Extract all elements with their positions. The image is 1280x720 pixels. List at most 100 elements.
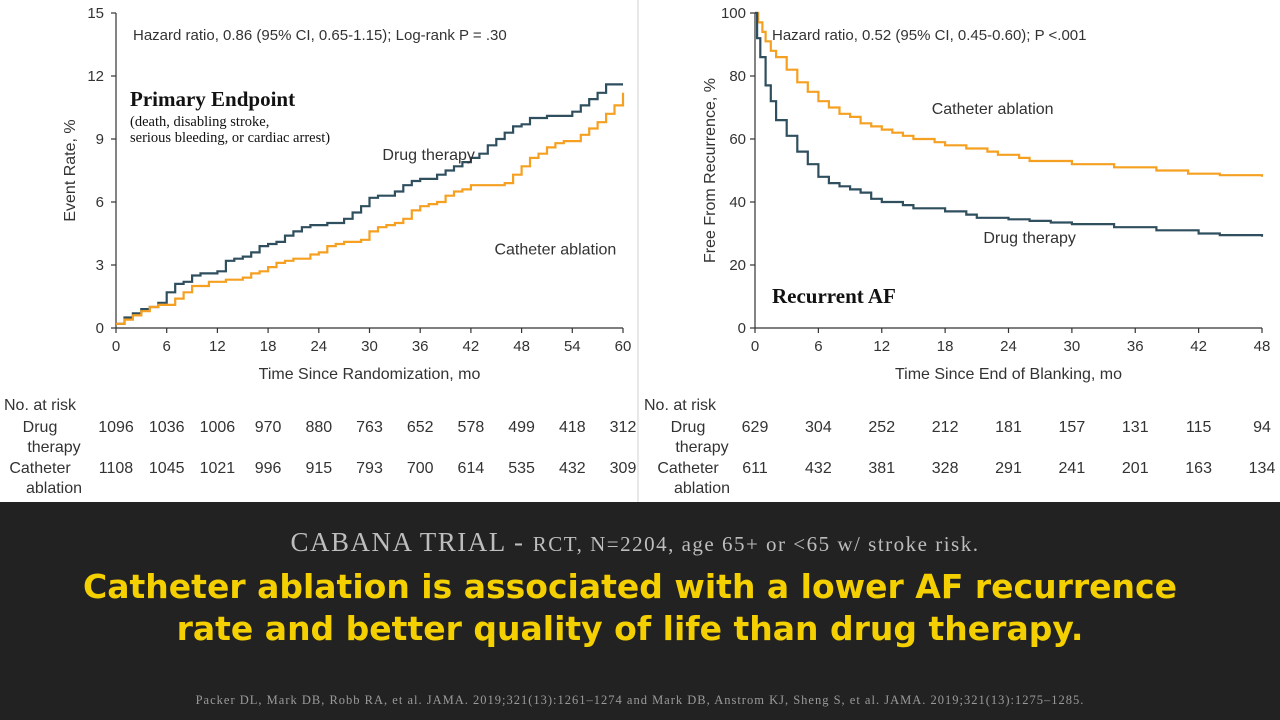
- panel-title: Recurrent AF: [772, 284, 896, 308]
- banner-conclusion-line-2: rate and better quality of life than dru…: [176, 609, 1084, 648]
- x-tick-label: 30: [1064, 338, 1081, 355]
- at-risk-row-label: Catheter: [657, 460, 719, 477]
- at-risk-header: No. at risk: [644, 397, 717, 414]
- at-risk-value: 614: [458, 460, 485, 477]
- at-risk-value: 309: [610, 460, 637, 477]
- y-tick-label: 3: [96, 257, 104, 274]
- at-risk-value: 1021: [200, 460, 236, 477]
- y-tick-label: 80: [729, 68, 746, 85]
- banner-subtitle-rest: RCT, N=2204, age 65+ or <65 w/ stroke ri…: [532, 532, 980, 556]
- x-tick-label: 24: [1000, 338, 1017, 355]
- at-risk-value: 1006: [200, 419, 236, 436]
- at-risk-value: 880: [305, 419, 332, 436]
- chart-area: 0 3 6 9 12 15 0 6 12 18 24 30 36 42 48 54 60 Time Since R…: [4, 0, 1276, 502]
- at-risk-value: 131: [1122, 419, 1149, 436]
- at-risk-value: 700: [407, 460, 434, 477]
- x-tick-label: 36: [1127, 338, 1144, 355]
- at-risk-value: 432: [805, 460, 832, 477]
- x-tick-label: 0: [112, 338, 120, 355]
- at-risk-row-label: therapy: [27, 439, 80, 456]
- at-risk-value: 181: [995, 419, 1022, 436]
- y-tick-label: 100: [721, 5, 746, 22]
- y-tick-label: 0: [738, 320, 746, 337]
- series-line-catheter-ablation: [116, 92, 625, 325]
- at-risk-value: 499: [508, 419, 535, 436]
- at-risk-row-label: Catheter: [9, 460, 71, 477]
- at-risk-value: 1096: [98, 419, 134, 436]
- y-tick-label: 9: [96, 131, 104, 148]
- at-risk-value: 418: [559, 419, 586, 436]
- x-tick-label: 6: [163, 338, 171, 355]
- x-tick-label: 42: [463, 338, 480, 355]
- x-tick-label: 36: [412, 338, 429, 355]
- hazard-ratio-annotation: Hazard ratio, 0.86 (95% CI, 0.65-1.15); …: [133, 27, 507, 44]
- x-axis-label: Time Since Randomization, mo: [259, 366, 481, 383]
- x-tick-label: 60: [615, 338, 632, 355]
- at-risk-value: 94: [1253, 419, 1271, 436]
- at-risk-value: 652: [407, 419, 434, 436]
- series-label: Drug therapy: [983, 230, 1076, 247]
- at-risk-value: 212: [932, 419, 959, 436]
- y-tick-label: 0: [96, 320, 104, 337]
- panel-title: Primary Endpoint: [130, 87, 295, 111]
- summary-banner: [0, 502, 1280, 720]
- x-axis-label: Time Since End of Blanking, mo: [895, 366, 1122, 383]
- at-risk-value: 578: [458, 419, 485, 436]
- series-line-drug-therapy: [116, 83, 623, 325]
- at-risk-value: 1045: [149, 460, 185, 477]
- banner-subtitle: CABANA TRIAL - RCT, N=2204, age 65+ or <…: [0, 527, 1270, 558]
- at-risk-value: 763: [356, 419, 383, 436]
- hazard-ratio-annotation: Hazard ratio, 0.52 (95% CI, 0.45-0.60); …: [772, 27, 1087, 44]
- at-risk-value: 312: [610, 419, 637, 436]
- at-risk-value: 996: [255, 460, 282, 477]
- y-tick-label: 20: [729, 257, 746, 274]
- banner-citation: Packer DL, Mark DB, Robb RA, et al. JAMA…: [195, 693, 1085, 707]
- series-line-catheter-ablation: [755, 11, 1264, 177]
- at-risk-row-label: therapy: [675, 439, 728, 456]
- at-risk-value: 629: [742, 419, 769, 436]
- at-risk-header: No. at risk: [4, 397, 77, 414]
- at-risk-row-label: ablation: [674, 480, 730, 497]
- at-risk-value: 1108: [99, 460, 134, 477]
- at-risk-value: 535: [508, 460, 535, 477]
- panel-subtitle-line: serious bleeding, or cardiac arrest): [130, 130, 330, 146]
- y-axis-label: Event Rate, %: [62, 119, 79, 221]
- at-risk-value: 611: [742, 460, 768, 477]
- y-tick-label: 60: [729, 131, 746, 148]
- series-label: Catheter ablation: [932, 101, 1054, 118]
- x-tick-label: 6: [814, 338, 822, 355]
- x-tick-label: 18: [937, 338, 954, 355]
- at-risk-value: 328: [932, 460, 959, 477]
- banner-conclusion: Catheter ablation is associated with a l…: [40, 566, 1220, 650]
- y-axis-label: Free From Recurrence, %: [702, 78, 719, 263]
- x-tick-label: 24: [310, 338, 327, 355]
- x-tick-label: 12: [873, 338, 890, 355]
- y-tick-label: 6: [96, 194, 104, 211]
- chart-panel-recurrent-af: 0 20 40 60 80 100 0 6 12 18 24 30 36 42 48 Time Since E…: [644, 5, 1275, 497]
- banner-subtitle-lead: CABANA TRIAL -: [290, 527, 533, 557]
- at-risk-value: 432: [559, 460, 586, 477]
- at-risk-value: 163: [1185, 460, 1212, 477]
- x-tick-label: 42: [1190, 338, 1207, 355]
- x-tick-label: 0: [751, 338, 759, 355]
- at-risk-value: 157: [1059, 419, 1086, 436]
- y-tick-label: 12: [87, 68, 104, 85]
- at-risk-value: 252: [868, 419, 895, 436]
- at-risk-value: 201: [1122, 460, 1149, 477]
- series-line-drug-therapy: [755, 11, 1264, 237]
- x-tick-label: 48: [1254, 338, 1271, 355]
- x-tick-label: 18: [260, 338, 277, 355]
- banner-conclusion-line-1: Catheter ablation is associated with a l…: [83, 567, 1177, 606]
- series-label: Catheter ablation: [494, 242, 616, 259]
- y-tick-label: 40: [729, 194, 746, 211]
- x-tick-label: 54: [564, 338, 581, 355]
- at-risk-value: 915: [305, 460, 332, 477]
- series-label: Drug therapy: [382, 147, 475, 164]
- at-risk-row-label: Drug: [23, 419, 58, 436]
- at-risk-value: 970: [255, 419, 282, 436]
- y-tick-label: 15: [87, 5, 104, 22]
- at-risk-value: 1036: [149, 419, 185, 436]
